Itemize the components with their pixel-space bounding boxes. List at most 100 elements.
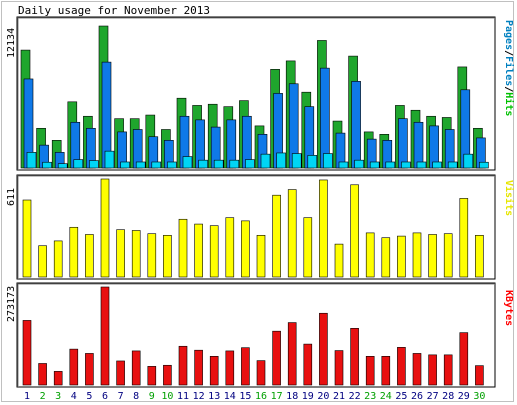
day-label: 29 <box>458 391 470 402</box>
kbytes-bar <box>85 353 94 386</box>
day-label: 9 <box>149 391 155 402</box>
visits-bar <box>443 233 453 278</box>
pages-bar <box>432 161 442 169</box>
day-label: 26 <box>411 391 423 402</box>
kbytes-bar <box>443 354 453 386</box>
pages-bar <box>26 152 37 169</box>
visits-bar <box>272 194 281 278</box>
pages-bar <box>229 159 240 169</box>
day-label: 30 <box>473 391 485 402</box>
pages-bar <box>463 153 474 169</box>
visits-bar <box>178 218 188 278</box>
chart-title: Daily usage for November 2013 <box>18 4 211 17</box>
day-label: 14 <box>224 391 236 402</box>
pages-bar <box>42 161 52 169</box>
day-label: 22 <box>349 391 361 402</box>
day-label: 27 <box>427 391 439 402</box>
kbytes-bar <box>225 350 235 386</box>
visits-bar <box>53 240 63 278</box>
pages-bar <box>167 161 177 169</box>
pages-bar <box>73 159 84 169</box>
day-label: 25 <box>395 391 407 402</box>
visits-bar <box>287 189 297 278</box>
kbytes-bar <box>256 360 266 386</box>
visits-bar <box>225 217 235 278</box>
day-label: 19 <box>302 391 314 402</box>
day-label: 15 <box>239 391 251 402</box>
pages-bar <box>369 161 380 169</box>
visits-bar <box>209 225 219 278</box>
pages-bar <box>338 161 349 169</box>
visits-bar <box>303 217 313 278</box>
day-label: 5 <box>86 391 92 402</box>
kbytes-bar <box>147 366 157 386</box>
pages-bar <box>104 150 115 169</box>
visits-bar <box>365 232 375 278</box>
kbytes-bar <box>53 371 63 386</box>
pages-bar <box>57 163 68 169</box>
files-bar <box>351 81 361 169</box>
pages-bar <box>307 155 318 169</box>
kbytes-bar <box>459 332 469 386</box>
visits-bar <box>131 230 141 278</box>
kbytes-bar <box>428 354 437 386</box>
visits-bar <box>381 237 391 278</box>
kbytes-bar <box>116 360 125 386</box>
day-label: 8 <box>133 391 139 402</box>
day-label: 2 <box>40 391 46 402</box>
kbytes-bar <box>397 347 406 386</box>
kbytes-bar <box>100 286 110 386</box>
day-label: 23 <box>364 391 376 402</box>
day-label: 21 <box>333 391 345 402</box>
visits-bar <box>100 178 110 278</box>
day-label: 6 <box>102 391 108 402</box>
kbytes-bar <box>319 312 328 386</box>
visits-bar <box>163 234 172 278</box>
kbytes-bar <box>350 328 359 386</box>
day-label: 17 <box>271 391 283 402</box>
kbytes-bar <box>69 348 79 386</box>
pages-bar <box>276 152 286 169</box>
pages-bar <box>135 161 146 169</box>
visits-bar <box>22 199 32 278</box>
pages-bar <box>120 161 130 169</box>
visits-bar <box>350 184 359 278</box>
visits-bar <box>319 179 328 278</box>
visits-bar <box>428 234 437 278</box>
kbytes-bar <box>38 363 47 386</box>
pages-bar <box>323 153 333 169</box>
kbytes-bar <box>287 322 297 386</box>
pages-bar <box>182 156 193 169</box>
kbytes-bar <box>178 345 188 386</box>
pages-bar <box>354 159 364 169</box>
kbytes-bar <box>412 353 422 386</box>
visits-bar <box>397 235 406 278</box>
visits-bar <box>475 234 484 278</box>
day-label: 13 <box>208 391 220 402</box>
pages-bar <box>260 153 271 169</box>
files-bar <box>320 67 330 169</box>
visits-bar <box>147 233 157 278</box>
kbytes-bar <box>194 349 203 386</box>
visits-bar <box>412 232 422 278</box>
kbytes-bar <box>475 365 484 386</box>
pages-bar <box>416 161 427 169</box>
pages-bar <box>89 160 99 169</box>
day-label: 1 <box>24 391 30 402</box>
kbytes-bar <box>131 350 141 386</box>
visits-bar <box>194 223 203 278</box>
pages-bar <box>213 159 224 169</box>
kbytes-bar <box>381 356 391 386</box>
kbytes-bar <box>334 350 344 386</box>
visits-bar <box>85 234 94 278</box>
kbytes-bar <box>303 343 313 386</box>
day-label: 4 <box>71 391 77 402</box>
pages-bar <box>385 161 396 169</box>
kbytes-bar <box>163 364 172 386</box>
visits-bar <box>256 234 266 278</box>
visits-bar <box>69 226 79 278</box>
day-label: 3 <box>55 391 61 402</box>
day-label: 18 <box>286 391 298 402</box>
